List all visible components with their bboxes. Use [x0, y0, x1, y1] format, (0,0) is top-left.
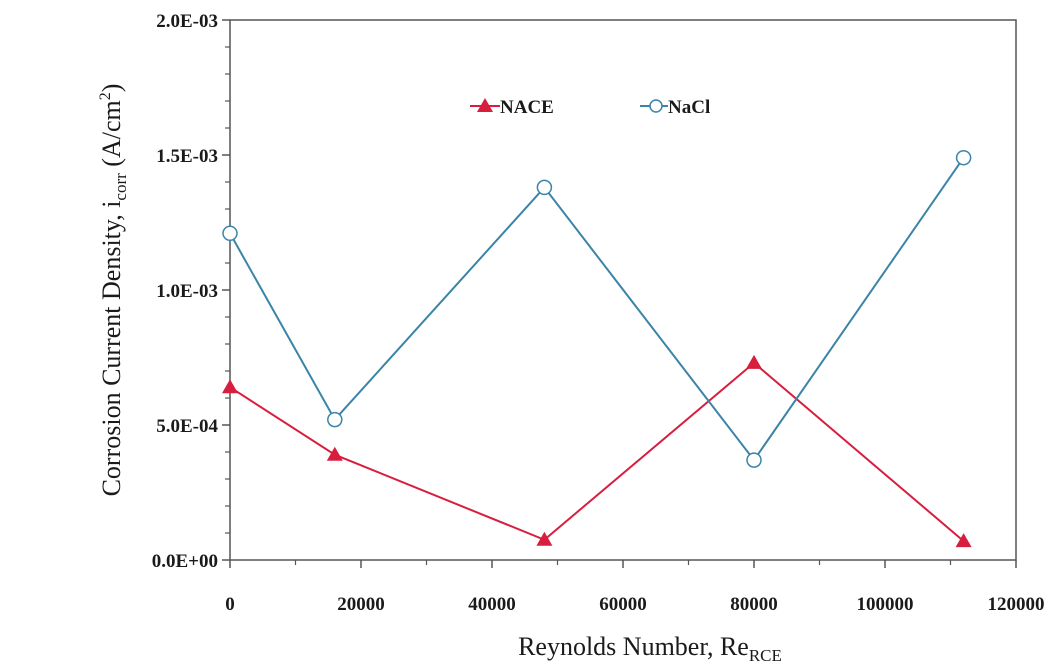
x-axis-title: Reynolds Number, ReRCE [518, 632, 782, 665]
y-tick-label: 0.0E+00 [152, 551, 218, 572]
data-point-nace [326, 446, 343, 461]
x-tick-label: 20000 [337, 594, 385, 615]
data-point-nacl [536, 179, 553, 196]
data-point-nacl [746, 452, 762, 468]
y-tick-label: 2.0E-03 [156, 11, 218, 32]
x-axis-ticks: 0 20000 40000 60000 80000 100000 120000 [225, 560, 1045, 615]
series-line-nace [229, 361, 965, 542]
legend-item-nace: NACE [470, 97, 554, 118]
x-tick-label: 40000 [468, 594, 516, 615]
x-axis-title-main: Reynolds Number, Re [518, 632, 749, 661]
y-axis-title: Corrosion Current Density, icorr (A/cm2) [97, 84, 130, 497]
x-tick-label: 60000 [599, 594, 647, 615]
data-point-nacl [327, 411, 343, 428]
legend-nacl-label: NaCl [668, 97, 710, 118]
x-axis-title-subscript: RCE [749, 646, 782, 665]
data-point-nace [222, 379, 238, 394]
legend-nacl-circle-icon [649, 99, 663, 113]
legend-nace-label: NACE [500, 97, 554, 118]
x-tick-label: 0 [225, 594, 235, 615]
y-axis-title-main: Corrosion Current Density, i [97, 201, 126, 497]
data-point-nacl [955, 149, 972, 166]
data-point-nace [955, 533, 972, 548]
y-axis-title-unit: (A/cm [97, 100, 126, 173]
x-tick-label: 120000 [988, 594, 1045, 615]
y-tick-label: 1.5E-03 [156, 146, 218, 167]
legend-item-nacl: NaCl [640, 97, 710, 118]
y-axis-title-close: ) [97, 84, 126, 93]
series-layer [222, 149, 972, 548]
y-axis-title-superscript: 2 [97, 92, 114, 100]
y-axis-title-subscript: corr [111, 173, 130, 201]
y-axis-ticks: 0.0E+00 5.0E-04 1.0E-03 1.5E-03 2.0E-03 [152, 11, 230, 572]
data-point-nace [746, 354, 762, 369]
data-point-nace [536, 531, 553, 546]
x-tick-label: 80000 [730, 594, 778, 615]
x-tick-label: 100000 [857, 594, 914, 615]
data-point-nacl [222, 225, 238, 242]
y-tick-label: 1.0E-03 [156, 281, 218, 302]
legend: NACE NaCl [470, 97, 710, 118]
y-tick-label: 5.0E-04 [156, 416, 218, 437]
legend-nace-triangle-icon [477, 98, 493, 112]
